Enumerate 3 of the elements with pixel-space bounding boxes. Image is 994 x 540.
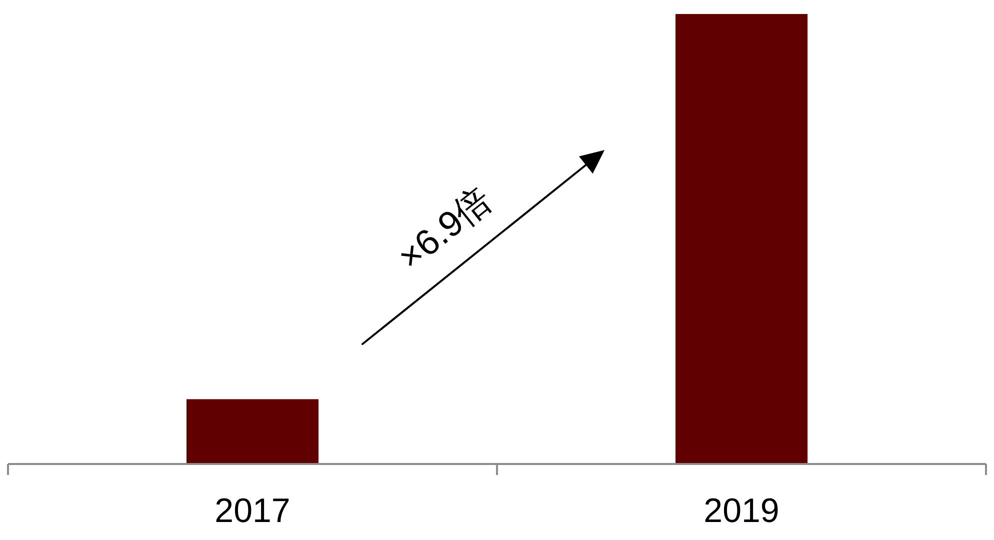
x-tick-label: 2017 (214, 492, 290, 530)
x-tick-label: 2019 (704, 492, 780, 530)
annotation: ×6.9倍 (390, 178, 500, 278)
